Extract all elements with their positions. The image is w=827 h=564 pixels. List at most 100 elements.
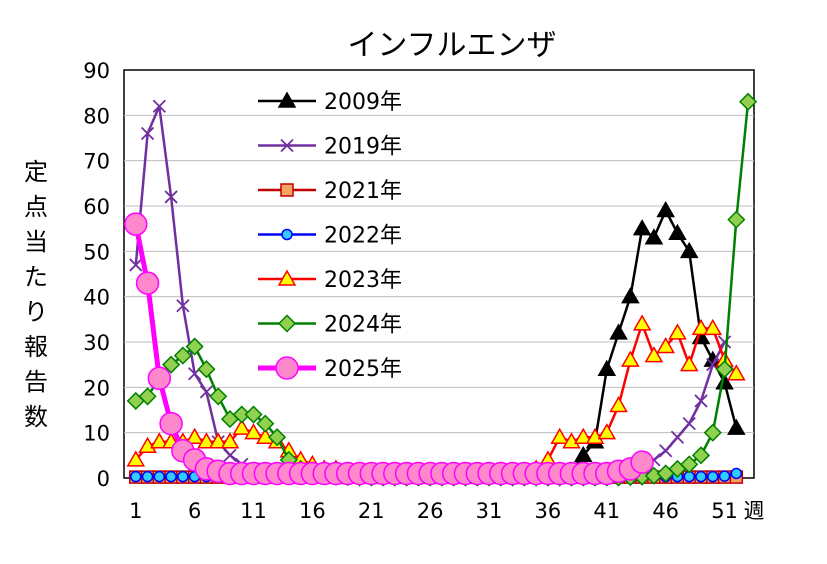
y-axis-label-char: 定	[24, 158, 48, 186]
data-point	[177, 470, 189, 483]
y-tick-label: 70	[83, 150, 110, 174]
y-tick-label: 10	[83, 422, 110, 446]
y-axis-label-char: た	[24, 263, 48, 291]
data-point	[130, 470, 142, 483]
data-point	[280, 183, 294, 197]
legend-entry: 2025年	[258, 356, 402, 382]
data-point	[277, 269, 297, 286]
x-tick-label: 51	[711, 499, 738, 523]
data-point	[585, 427, 605, 444]
data-point	[609, 323, 628, 340]
data-point	[695, 470, 707, 483]
data-point	[138, 387, 157, 406]
x-tick-label: 1	[129, 499, 142, 523]
data-point	[147, 366, 172, 391]
data-point	[185, 427, 204, 444]
data-point	[176, 299, 190, 313]
series-group	[124, 92, 758, 487]
legend-entry: 2022年	[258, 224, 402, 249]
data-point	[162, 355, 181, 374]
y-tick-label: 0	[97, 467, 110, 491]
legend-entry: 2024年	[258, 313, 402, 338]
gridlines	[124, 114, 754, 434]
data-point	[209, 387, 228, 406]
data-point	[609, 395, 628, 413]
data-point	[280, 138, 294, 153]
data-point	[232, 405, 251, 424]
data-point	[679, 241, 699, 259]
data-point	[597, 359, 617, 376]
data-point	[632, 219, 652, 236]
data-point	[730, 467, 743, 480]
y-tick-label: 80	[83, 104, 110, 128]
data-point	[703, 318, 723, 336]
data-point	[140, 126, 155, 141]
data-point	[152, 99, 166, 113]
y-tick-label: 30	[83, 331, 110, 355]
data-point	[703, 423, 722, 442]
y-axis-label-char: 告	[24, 368, 48, 396]
data-point	[197, 360, 216, 379]
data-point	[275, 356, 299, 380]
legend-entry: 2021年	[258, 179, 402, 204]
data-point	[715, 360, 734, 379]
data-point	[135, 271, 160, 295]
x-tick-label: 11	[240, 499, 267, 523]
y-tick-label: 50	[83, 240, 110, 264]
y-tick-label: 90	[83, 59, 110, 83]
legend-label: 2022年	[324, 224, 402, 249]
data-point	[277, 91, 297, 108]
legend-label: 2023年	[324, 268, 402, 293]
data-point	[141, 470, 154, 483]
y-axis-label-char: 報	[24, 333, 48, 361]
data-point	[621, 350, 640, 367]
data-point	[150, 432, 169, 449]
data-point	[277, 314, 297, 333]
data-point	[739, 92, 758, 111]
data-point	[126, 450, 146, 467]
data-point	[197, 432, 216, 449]
data-point	[573, 445, 593, 463]
data-point	[691, 318, 711, 336]
data-point	[630, 450, 654, 474]
data-point	[562, 432, 581, 449]
y-axis-label-char: 数	[24, 403, 48, 431]
legend-label: 2024年	[324, 313, 402, 338]
data-point	[691, 446, 711, 465]
x-tick-label: 46	[652, 499, 679, 523]
data-point	[550, 427, 569, 444]
data-point	[173, 346, 192, 365]
legend-label: 2021年	[324, 179, 402, 204]
y-axis-ticks: 0 10 20 30 40 50 60 70 80 90	[83, 59, 110, 491]
data-point	[707, 470, 719, 483]
legend-label: 2019年	[324, 135, 402, 160]
x-axis-ticks: 1 6 11 16 21 26 31 36 41 46 51	[129, 478, 738, 523]
data-point	[718, 470, 731, 482]
data-point	[670, 430, 685, 444]
legend-entry: 2019年	[258, 135, 402, 160]
legend-entry: 2023年	[258, 268, 402, 293]
data-point	[668, 223, 687, 240]
data-point	[694, 394, 708, 408]
data-point	[153, 470, 166, 483]
data-point	[185, 337, 204, 356]
data-point	[256, 414, 275, 433]
legend-label: 2009年	[324, 90, 402, 115]
data-point	[668, 323, 687, 340]
data-point	[220, 432, 240, 449]
data-point	[223, 448, 237, 462]
y-axis-label-char: 当	[24, 228, 48, 256]
y-tick-label: 20	[83, 376, 110, 400]
data-point	[268, 428, 287, 447]
x-tick-label: 21	[358, 499, 385, 523]
data-point	[244, 423, 263, 440]
x-tick-label: 31	[476, 499, 503, 523]
data-point	[680, 455, 699, 474]
data-point	[573, 427, 593, 444]
data-point	[129, 258, 143, 272]
data-point	[682, 416, 696, 431]
data-point	[244, 405, 263, 424]
y-axis-label-char: 点	[24, 193, 48, 221]
data-point	[727, 364, 746, 381]
